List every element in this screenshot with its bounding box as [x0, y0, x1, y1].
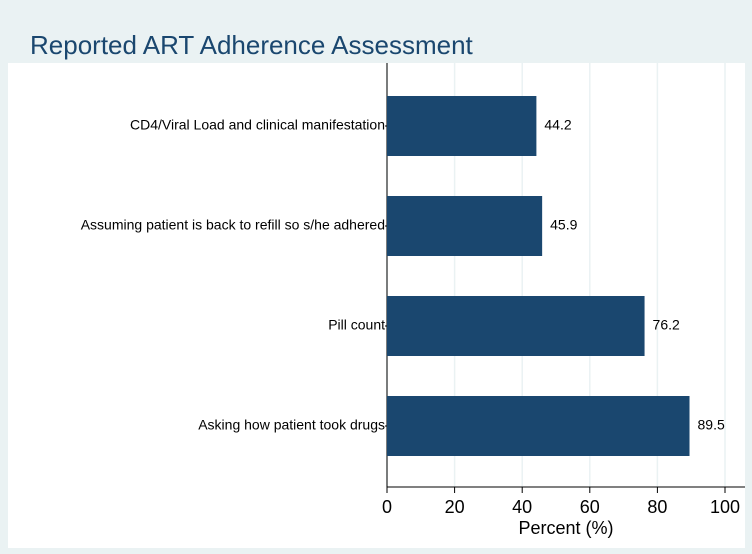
- y-tick-label: Pill count: [328, 317, 385, 333]
- chart-title: Reported ART Adherence Assessment: [30, 30, 474, 60]
- y-tick-label: CD4/Viral Load and clinical manifestatio…: [130, 117, 385, 133]
- x-tick-label: 80: [647, 497, 667, 517]
- bar: [387, 196, 543, 256]
- x-tick-label: 40: [512, 497, 532, 517]
- data-label: 76.2: [653, 317, 680, 333]
- bar: [387, 96, 537, 156]
- data-label: 44.2: [544, 117, 571, 133]
- bar: [387, 296, 645, 356]
- bar: [387, 396, 690, 456]
- data-label: 45.9: [550, 217, 577, 233]
- x-tick-label: 20: [445, 497, 465, 517]
- data-label: 89.5: [698, 417, 725, 433]
- y-tick-label: Asking how patient took drugs: [198, 417, 385, 433]
- y-tick-label: Assuming patient is back to refill so s/…: [81, 217, 385, 233]
- x-tick-label: 60: [580, 497, 600, 517]
- x-tick-label: 100: [710, 497, 740, 517]
- x-tick-label: 0: [382, 497, 392, 517]
- x-axis-title: Percent (%): [518, 518, 613, 538]
